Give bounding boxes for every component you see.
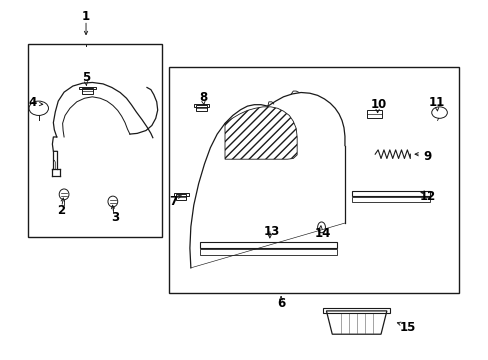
Bar [175, 194, 186, 200]
Bar [168, 67, 458, 293]
Text: 6: 6 [276, 297, 285, 310]
Text: 1: 1 [82, 10, 90, 23]
Text: 13: 13 [263, 225, 279, 238]
Text: 15: 15 [399, 320, 415, 333]
Text: 8: 8 [199, 91, 207, 104]
Bar [27, 44, 161, 237]
Bar [194, 104, 209, 107]
Text: 5: 5 [81, 71, 90, 84]
Bar [196, 105, 206, 111]
Text: 11: 11 [428, 96, 444, 109]
Text: 14: 14 [314, 227, 330, 240]
Text: 3: 3 [111, 211, 119, 224]
Bar [366, 111, 381, 118]
Text: 7: 7 [169, 195, 178, 208]
Text: 4: 4 [28, 96, 37, 109]
Text: 10: 10 [370, 98, 386, 111]
Text: 2: 2 [58, 204, 65, 217]
Bar [81, 88, 93, 94]
Text: 12: 12 [418, 190, 435, 203]
Text: 9: 9 [422, 150, 430, 163]
Bar [173, 193, 188, 196]
Bar [79, 87, 96, 89]
